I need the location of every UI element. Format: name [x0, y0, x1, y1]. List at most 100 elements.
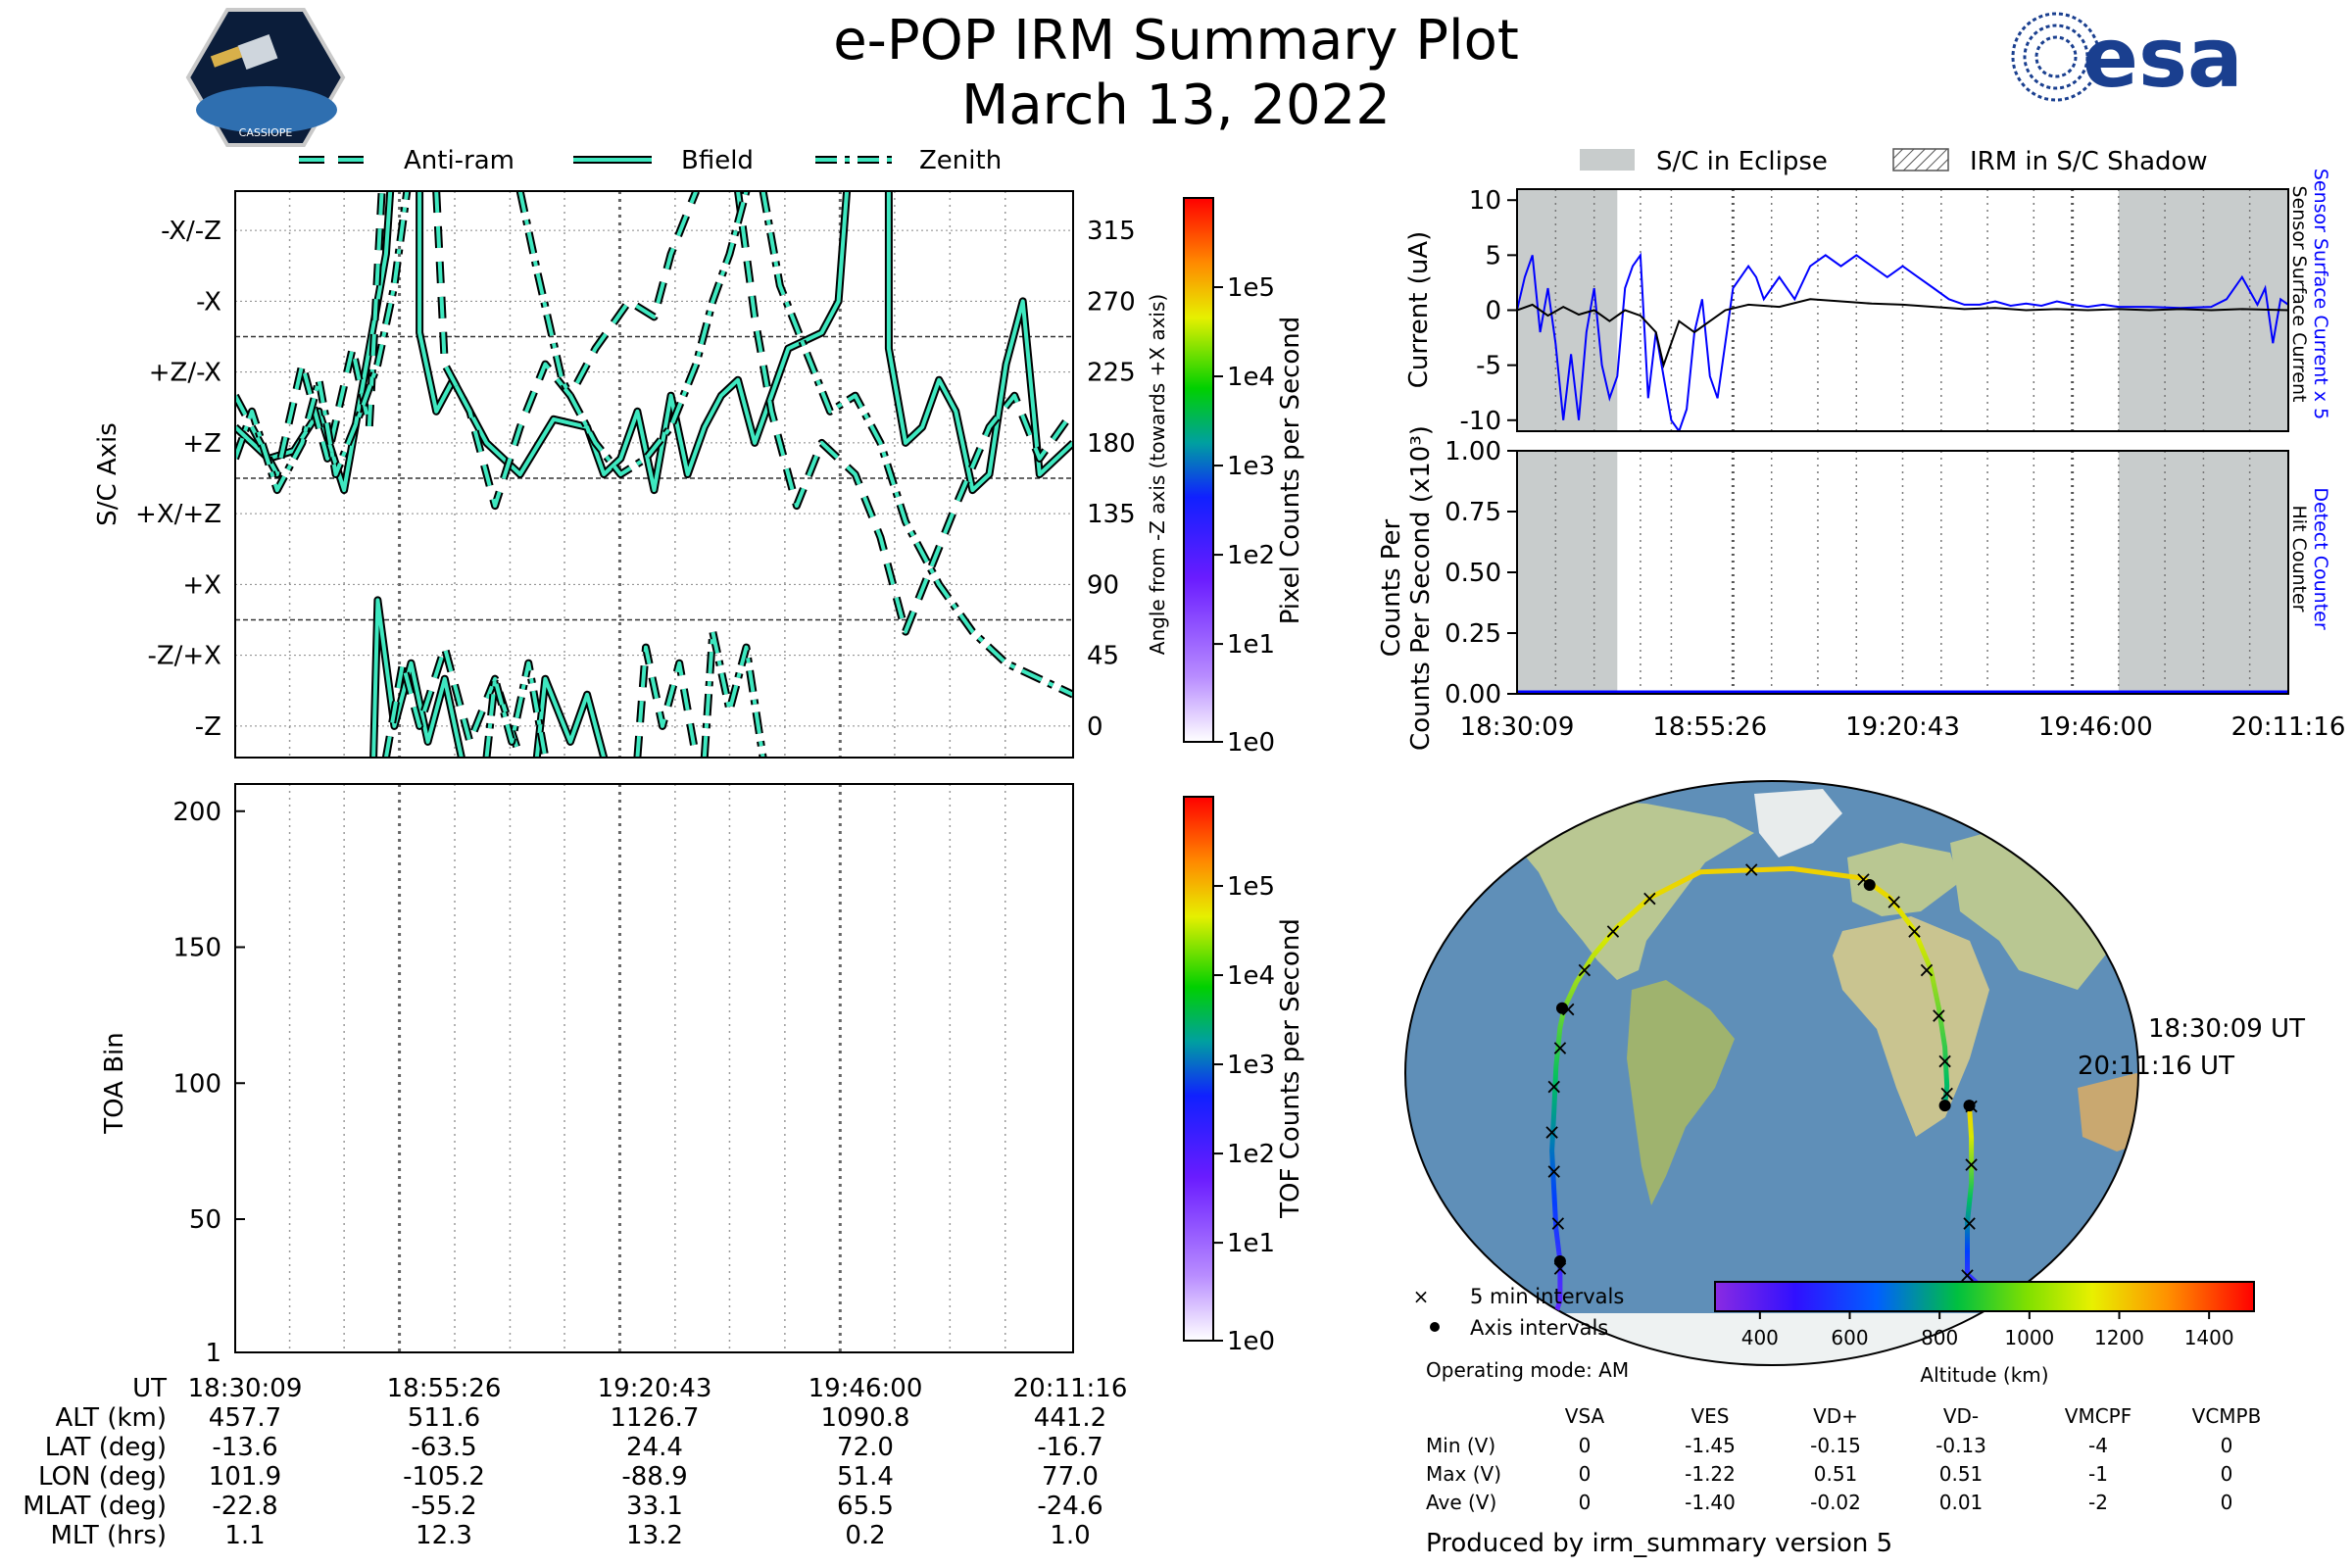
sc-axis-tick-label: -Z/+X — [147, 642, 221, 671]
five-min-marker: × — [1885, 891, 1902, 915]
current-right-label-blue: Sensor Surface Current x 5 — [2310, 169, 2331, 419]
eclipse-span — [2118, 451, 2288, 694]
tof-colorbar: 1e0 1e1 1e2 1e3 1e4 1e5 TOF Counts per Second — [1183, 796, 1305, 1356]
voltage-value: -2 — [2088, 1491, 2108, 1514]
colorbar-tick-label: 1e2 — [1227, 1140, 1275, 1169]
current-right-label-black: Sensor Surface Current — [2288, 186, 2310, 403]
five-min-marker: × — [1936, 1050, 1953, 1074]
sc-axis-traces — [235, 191, 1073, 758]
angle-tick-label: 45 — [1087, 642, 1119, 671]
current-tick-label: 10 — [1469, 186, 1501, 216]
legend-5min: 5 min intervals — [1470, 1285, 1624, 1308]
five-min-marker: × — [1962, 1153, 1980, 1178]
toa-tick-label: 200 — [172, 798, 221, 827]
voltage-value: 0.01 — [1939, 1491, 1984, 1514]
ephemeris-value: 12.3 — [416, 1521, 472, 1550]
five-min-marker: × — [1549, 1211, 1567, 1236]
ephemeris-row-label: LAT (deg) — [45, 1433, 167, 1462]
trace-anti-ram — [434, 191, 699, 509]
trace-bfield — [371, 598, 464, 758]
legend-eclipse: S/C in Eclipse — [1656, 147, 1828, 176]
ephemeris-value: -13.6 — [212, 1433, 277, 1462]
ephemeris-value: 1.1 — [224, 1521, 265, 1550]
sc-axis-tick-label: +X — [182, 570, 221, 600]
sc-axis-tick-label: -Z — [195, 712, 221, 742]
five-min-marker: × — [1905, 919, 1923, 944]
ephemeris-value: 457.7 — [209, 1403, 281, 1433]
ephemeris-value: 18:30:09 — [188, 1374, 303, 1403]
voltage-table: VSA VES VD+ VD- VMCPF VCMPB Min (V) 0 -1.45 -0.15… — [1426, 1404, 2261, 1514]
current-panel: 10 5 0 -5 -10 Current (uA) Sensor Surface Cu… — [1404, 169, 2331, 436]
voltage-column-header: VES — [1690, 1404, 1729, 1428]
toa-gridlines — [288, 784, 1006, 1352]
ephemeris-value: -55.2 — [411, 1492, 476, 1521]
voltage-value: 0.51 — [1814, 1462, 1858, 1486]
altitude-tick-label: 1200 — [2094, 1326, 2144, 1349]
eclipse-legend: S/C in Eclipse IRM in S/C Shadow — [1580, 147, 2208, 176]
sc-axis-ticks: -X/-Z 315 -X 270 +Z/-X 225 +Z 180 +X/+Z 135 +X 90 -Z… — [135, 217, 1136, 742]
five-min-marker: × — [1544, 1159, 1562, 1184]
colorbar-tick-label: 1e4 — [1227, 961, 1275, 991]
svg-text:×: × — [1413, 1285, 1430, 1308]
tof-colorbar-label: TOF Counts per Second — [1276, 918, 1305, 1219]
counts-right-label-blue: Detect Counter — [2310, 487, 2331, 630]
legend-axis-intervals: Axis intervals — [1470, 1316, 1608, 1340]
current-ylabel: Current (uA) — [1404, 231, 1434, 388]
ephemeris-value: 19:20:43 — [598, 1374, 712, 1403]
counts-right-label-black: Hit Counter — [2288, 506, 2310, 612]
ephemeris-value: 441.2 — [1034, 1403, 1106, 1433]
voltage-value: 0 — [2221, 1434, 2233, 1457]
counts-panel: 1.00 0.75 0.50 0.25 0.00 Counts Per Counts P… — [1377, 425, 2345, 751]
map-start-label: 18:30:09 UT — [2148, 1014, 2305, 1044]
ephemeris-value: 1126.7 — [611, 1403, 700, 1433]
trace-zenith — [235, 191, 410, 493]
colorbar-tick-label: 1e5 — [1227, 273, 1275, 303]
ephemeris-row-label: UT — [132, 1374, 167, 1403]
counts-tick-label: 0.50 — [1445, 559, 1501, 588]
esa-logo: esa — [2011, 10, 2243, 106]
voltage-value: -0.15 — [1810, 1434, 1861, 1457]
counts-tick-label: 0.75 — [1445, 498, 1501, 527]
voltage-value: -0.13 — [1936, 1434, 1986, 1457]
colorbar-tick-label: 1e2 — [1227, 541, 1275, 570]
current-tick-label: 5 — [1485, 241, 1501, 270]
five-min-marker: × — [1544, 1075, 1562, 1100]
ephemeris-row-label: MLAT (deg) — [23, 1492, 167, 1521]
svg-text:Counts Per: Counts Per — [1377, 518, 1406, 657]
counts-ylabel: Counts Per Second (x10³) — [1406, 425, 1436, 751]
trace-zenith — [484, 661, 548, 758]
ephemeris-value: 13.2 — [626, 1521, 683, 1550]
ephemeris-value: 511.6 — [408, 1403, 480, 1433]
axis-interval-marker — [1555, 1002, 1568, 1014]
angle-tick-label: 225 — [1087, 359, 1136, 388]
trace-bfield — [886, 191, 1073, 493]
toa-ylabel: TOA Bin — [100, 1032, 129, 1134]
ephemeris-value: 24.4 — [626, 1433, 683, 1462]
operating-mode: Operating mode: AM — [1426, 1358, 1629, 1382]
orbit-track: ××××××××××××××××××××××× — [1463, 858, 2035, 1344]
voltage-row-label: Min (V) — [1426, 1434, 1495, 1457]
five-min-marker: × — [1576, 958, 1593, 983]
voltage-column-header: VD+ — [1813, 1404, 1858, 1428]
counts-x-tick-label: 18:30:09 — [1460, 712, 1575, 742]
sc-axis-panel: -X/-Z 315 -X 270 +Z/-X 225 +Z 180 +X/+Z 135 +X 90 -Z… — [93, 190, 1169, 759]
ephemeris-value: 72.0 — [837, 1433, 894, 1462]
ephemeris-value: -16.7 — [1037, 1433, 1102, 1462]
colorbar-tick-label: 1e3 — [1227, 452, 1275, 481]
angle-tick-label: 135 — [1087, 500, 1136, 529]
counts-x-tick-label: 19:46:00 — [2038, 712, 2153, 742]
ephemeris-value: 18:55:26 — [387, 1374, 502, 1403]
trace-zenith — [760, 191, 1073, 697]
altitude-tick-label: 400 — [1741, 1326, 1779, 1349]
counts-tick-label: 1.00 — [1445, 437, 1501, 466]
legend-shadow: IRM in S/C Shadow — [1970, 147, 2208, 176]
ephemeris-value: 1090.8 — [821, 1403, 910, 1433]
colorbar-tick-label: 1e1 — [1227, 630, 1275, 660]
altitude-tick-label: 1400 — [2184, 1326, 2234, 1349]
ephemeris-value: -88.9 — [621, 1462, 687, 1492]
counts-tick-label: 0.00 — [1445, 680, 1501, 710]
five-min-marker: × — [1551, 1037, 1569, 1061]
ephemeris-value: 20:11:16 — [1013, 1374, 1128, 1403]
